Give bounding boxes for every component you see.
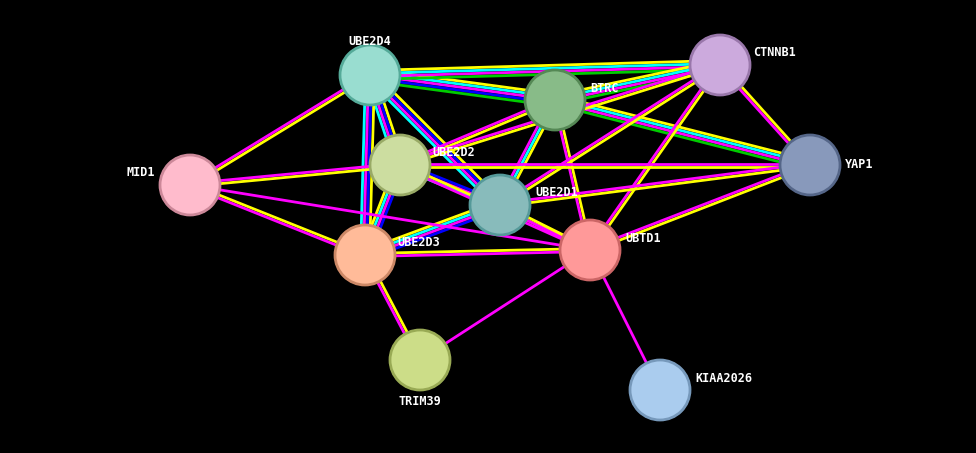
Text: YAP1: YAP1 <box>845 159 874 172</box>
Circle shape <box>340 45 400 105</box>
Text: UBTD1: UBTD1 <box>625 231 661 245</box>
Circle shape <box>370 135 430 195</box>
Text: UBE2D4: UBE2D4 <box>348 35 391 48</box>
Text: BTRC: BTRC <box>590 82 619 95</box>
Circle shape <box>780 135 840 195</box>
Circle shape <box>630 360 690 420</box>
Circle shape <box>525 70 585 130</box>
Circle shape <box>470 175 530 235</box>
Circle shape <box>335 225 395 285</box>
Text: TRIM39: TRIM39 <box>398 395 441 408</box>
Text: UBE2D2: UBE2D2 <box>432 145 474 159</box>
Text: UBE2D3: UBE2D3 <box>397 236 440 250</box>
Text: KIAA2026: KIAA2026 <box>695 371 752 385</box>
Circle shape <box>560 220 620 280</box>
Text: MID1: MID1 <box>127 165 155 178</box>
Circle shape <box>390 330 450 390</box>
Circle shape <box>160 155 220 215</box>
Text: UBE2D1: UBE2D1 <box>535 187 578 199</box>
Circle shape <box>690 35 750 95</box>
Text: CTNNB1: CTNNB1 <box>753 45 795 58</box>
